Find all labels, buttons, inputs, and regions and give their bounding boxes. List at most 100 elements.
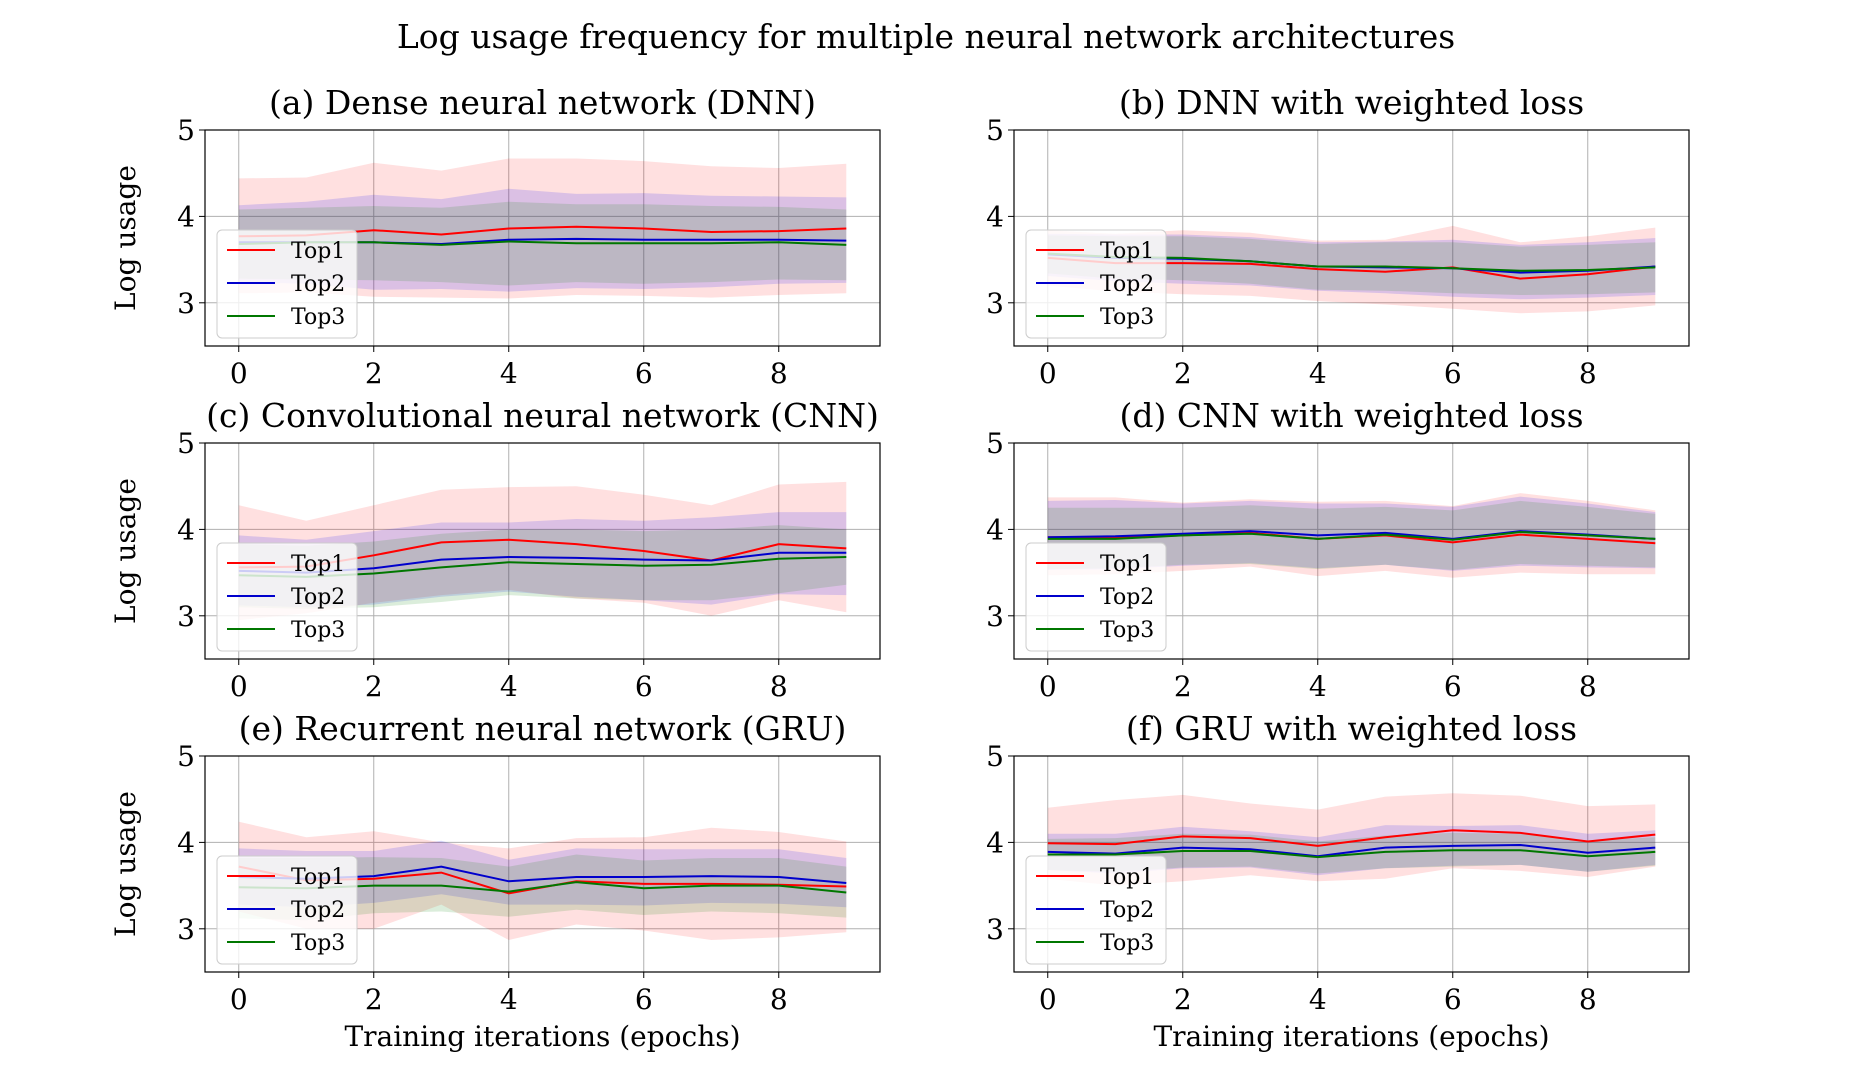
legend-label-top2: Top2 xyxy=(291,585,345,610)
y-tick-label: 5 xyxy=(177,427,195,460)
x-tick-label: 6 xyxy=(635,983,653,1016)
legend-label-top2: Top2 xyxy=(1100,898,1154,923)
y-tick-label: 3 xyxy=(986,287,1004,320)
axes-frame xyxy=(204,442,881,660)
y-tick-label: 5 xyxy=(986,740,1004,773)
legend-label-top3: Top3 xyxy=(291,931,345,956)
x-tick-label: 4 xyxy=(1309,983,1327,1016)
band-top1 xyxy=(1047,493,1656,578)
legend: Top1 Top2 Top3 xyxy=(216,542,358,652)
legend-label-top1: Top1 xyxy=(1100,239,1154,264)
legend-label-top3: Top3 xyxy=(1100,618,1154,643)
x-tick-label: 4 xyxy=(1309,357,1327,390)
axes-frame xyxy=(1013,442,1690,660)
legend: Top1 Top2 Top3 xyxy=(1025,229,1167,339)
x-tick-label: 4 xyxy=(1309,670,1327,703)
y-axis-label: Log usage xyxy=(109,478,142,624)
x-tick-label: 4 xyxy=(500,670,518,703)
x-tick-label: 8 xyxy=(770,670,788,703)
legend-label-top1: Top1 xyxy=(291,239,345,264)
band-top3 xyxy=(1047,832,1656,874)
x-tick-label: 8 xyxy=(1579,983,1597,1016)
x-tick-label: 2 xyxy=(365,357,383,390)
legend-label-top1: Top1 xyxy=(1100,865,1154,890)
legend-label-top1: Top1 xyxy=(1100,552,1154,577)
x-tick-label: 6 xyxy=(635,357,653,390)
subplot-grid: 0 2 4 6 8 3 4 5 (a) Dense neural network (DNN) Lo… xyxy=(109,83,1690,1053)
series-line-top2 xyxy=(1047,843,1656,858)
band-top1 xyxy=(1047,793,1656,886)
legend-label-top3: Top3 xyxy=(291,618,345,643)
y-tick-label: 4 xyxy=(177,513,195,546)
legend-label-top2: Top2 xyxy=(1100,585,1154,610)
band-top3 xyxy=(238,525,847,609)
x-tick-label: 0 xyxy=(230,983,248,1016)
series-line-top3 xyxy=(1047,530,1656,541)
band-top3 xyxy=(1047,500,1656,570)
x-tick-label: 8 xyxy=(1579,670,1597,703)
legend-frame xyxy=(1025,229,1167,339)
axes-frame xyxy=(204,755,881,973)
x-tick-label: 8 xyxy=(1579,357,1597,390)
legend: Top1 Top2 Top3 xyxy=(216,855,358,965)
subplot-2: 0 2 4 6 8 3 4 5 (c) Convolutional neural network… xyxy=(109,396,881,703)
x-tick-label: 2 xyxy=(365,670,383,703)
legend: Top1 Top2 Top3 xyxy=(1025,542,1167,652)
subplot-title: (f) GRU with weighted loss xyxy=(1126,709,1577,748)
y-tick-label: 3 xyxy=(177,287,195,320)
axes-frame xyxy=(1013,129,1690,347)
x-tick-label: 2 xyxy=(365,983,383,1016)
band-top3 xyxy=(1047,235,1656,295)
x-tick-label: 0 xyxy=(230,357,248,390)
x-tick-label: 6 xyxy=(635,670,653,703)
legend-label-top3: Top3 xyxy=(291,305,345,330)
y-axis-label: Log usage xyxy=(109,165,142,311)
y-tick-label: 4 xyxy=(986,513,1004,546)
subplot-title: (b) DNN with weighted loss xyxy=(1119,83,1584,122)
band-top1 xyxy=(238,821,847,940)
legend-label-top2: Top2 xyxy=(1100,272,1154,297)
series-line-top1 xyxy=(1047,829,1656,847)
legend-frame xyxy=(1025,542,1167,652)
subplot-title: (a) Dense neural network (DNN) xyxy=(269,83,816,122)
x-tick-label: 0 xyxy=(1039,357,1057,390)
legend-label-top3: Top3 xyxy=(1100,931,1154,956)
subplot-title: (d) CNN with weighted loss xyxy=(1119,396,1583,435)
legend-label-top1: Top1 xyxy=(291,552,345,577)
x-tick-label: 0 xyxy=(1039,983,1057,1016)
subplot-title: (c) Convolutional neural network (CNN) xyxy=(206,396,879,435)
x-tick-label: 4 xyxy=(500,357,518,390)
subplot-4: 0 2 4 6 8 3 4 5 (e) Recurrent neural network (GR… xyxy=(109,709,881,1053)
band-top3 xyxy=(238,201,847,286)
legend-frame xyxy=(216,229,358,339)
y-tick-label: 3 xyxy=(177,600,195,633)
figure-title: Log usage frequency for multiple neural … xyxy=(397,17,1455,56)
y-tick-label: 4 xyxy=(986,826,1004,859)
y-tick-label: 3 xyxy=(986,600,1004,633)
x-tick-label: 6 xyxy=(1444,670,1462,703)
x-tick-label: 4 xyxy=(500,983,518,1016)
x-tick-label: 2 xyxy=(1174,670,1192,703)
axes-frame xyxy=(204,129,881,347)
legend: Top1 Top2 Top3 xyxy=(1025,855,1167,965)
y-tick-label: 4 xyxy=(177,200,195,233)
x-tick-label: 8 xyxy=(770,357,788,390)
series-line-top3 xyxy=(1047,849,1656,859)
axes-frame xyxy=(1013,755,1690,973)
legend-frame xyxy=(216,855,358,965)
x-tick-label: 0 xyxy=(230,670,248,703)
x-tick-label: 2 xyxy=(1174,983,1192,1016)
x-axis-label: Training iterations (epochs) xyxy=(344,1020,740,1053)
subplot-title: (e) Recurrent neural network (GRU) xyxy=(239,709,847,748)
y-tick-label: 4 xyxy=(986,200,1004,233)
legend-label-top2: Top2 xyxy=(291,272,345,297)
band-top1 xyxy=(238,481,847,621)
legend-label-top2: Top2 xyxy=(291,898,345,923)
x-tick-label: 0 xyxy=(1039,670,1057,703)
x-tick-label: 6 xyxy=(1444,983,1462,1016)
band-top2 xyxy=(238,512,847,608)
y-axis-label: Log usage xyxy=(109,791,142,937)
